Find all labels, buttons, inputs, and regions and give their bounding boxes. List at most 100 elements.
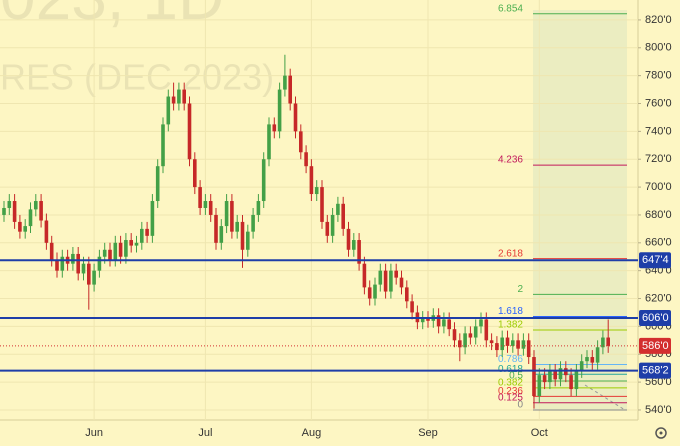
candle-body	[558, 368, 563, 380]
candle-body	[177, 89, 181, 104]
candle-body	[288, 75, 292, 104]
candle-body	[606, 337, 610, 346]
x-tick-label: Oct	[531, 427, 548, 439]
candle-body	[277, 89, 282, 132]
candle-body	[526, 340, 531, 358]
candle-body	[399, 277, 404, 288]
candle-body	[293, 103, 298, 132]
candle-body	[500, 337, 504, 351]
candle-body	[240, 221, 245, 250]
candle-body	[203, 201, 208, 208]
candle-body	[532, 357, 536, 397]
price-badge	[639, 337, 671, 354]
candle-body	[484, 319, 489, 341]
candle-body	[219, 226, 224, 243]
candle-body	[516, 340, 520, 349]
candle-body	[235, 221, 239, 232]
candle-body	[595, 347, 600, 363]
candle-body	[155, 166, 160, 202]
candle-body	[489, 340, 494, 344]
candle-body	[542, 375, 547, 383]
candle-body	[378, 270, 383, 285]
candle-body	[299, 131, 303, 153]
candle-body	[2, 207, 6, 215]
y-tick-label: 800'0	[645, 42, 672, 54]
candle-body	[97, 256, 102, 271]
y-tick-label: 540'0	[645, 404, 672, 416]
candle-body	[230, 201, 234, 232]
candle-body	[23, 226, 27, 232]
candle-body	[113, 242, 118, 260]
candle-body	[521, 340, 526, 349]
y-tick-label: 720'0	[645, 153, 672, 165]
candle-body	[18, 221, 22, 232]
fib-zone	[533, 10, 627, 410]
candle-body	[601, 337, 605, 348]
level-badge-label: 606'0	[642, 312, 669, 324]
candle-body	[76, 253, 80, 274]
fib-label: 0.618	[498, 364, 523, 375]
candle-body	[261, 159, 266, 202]
candle-body	[34, 201, 38, 210]
watermark: 023, 1D	[0, 0, 224, 33]
candle-body	[548, 370, 552, 383]
fib-label: 0.125	[498, 392, 523, 403]
candle-body	[452, 329, 457, 341]
candle-body	[187, 103, 192, 160]
candle-body	[71, 253, 75, 264]
x-tick-label: Aug	[302, 427, 322, 439]
candle-body	[389, 270, 393, 292]
candle-body	[426, 318, 430, 321]
candle-body	[283, 75, 287, 90]
candle-body	[129, 240, 133, 246]
candle-body	[537, 375, 542, 397]
candle-body	[362, 263, 367, 288]
candle-body	[193, 159, 197, 188]
fib-label: 4.236	[498, 155, 523, 166]
level-badge	[639, 310, 671, 327]
candle-body	[442, 319, 446, 327]
level-badge-label: 647'4	[642, 254, 669, 266]
candle-body	[330, 214, 335, 236]
y-tick-label: 620'0	[645, 292, 672, 304]
fib-label: 6.854	[498, 3, 523, 14]
watermark: RES (DEC 2023)	[0, 57, 274, 98]
candle-body	[590, 357, 595, 363]
fib-label: 1.618	[498, 306, 523, 317]
candle-body	[150, 201, 155, 236]
candle-body	[479, 319, 483, 327]
candle-body	[325, 221, 330, 236]
candle-body	[171, 96, 176, 104]
y-tick-label: 780'0	[645, 70, 672, 82]
candle-body	[574, 370, 579, 390]
candle-body	[468, 333, 473, 338]
candle-body	[28, 209, 33, 227]
candle-body	[124, 240, 128, 257]
candle-body	[166, 96, 171, 125]
fib-label: 0.382	[498, 377, 523, 388]
fib-label: 0.236	[498, 386, 523, 397]
candle-body	[394, 270, 398, 278]
y-tick-label: 760'0	[645, 97, 672, 109]
candle-body	[198, 187, 202, 208]
candle-body	[246, 231, 250, 250]
candle-body	[224, 201, 229, 227]
candle-body	[44, 220, 49, 243]
candle-body	[352, 240, 356, 250]
candle-body	[161, 124, 165, 167]
candle-body	[304, 152, 308, 167]
y-tick-label: 680'0	[645, 209, 672, 221]
settings-icon[interactable]	[655, 427, 667, 439]
fib-label: 2	[517, 284, 523, 295]
candle-body	[383, 270, 388, 292]
candle-body	[336, 203, 340, 215]
candle-body	[182, 89, 186, 104]
candle-body	[309, 166, 314, 195]
candle-body	[410, 301, 414, 313]
candle-body	[87, 263, 91, 285]
candle-body	[102, 249, 107, 257]
x-tick-label: Jun	[85, 427, 103, 439]
candle-body	[458, 340, 462, 348]
level-badge	[639, 252, 671, 269]
